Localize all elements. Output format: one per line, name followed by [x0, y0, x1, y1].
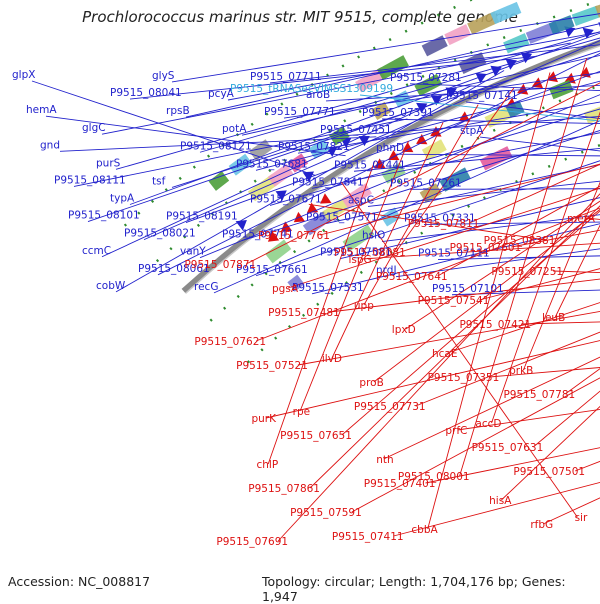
forward-gene-label: ccmC [82, 245, 111, 257]
reverse-gene-label: proB [359, 377, 383, 389]
reverse-gene-label: P9515_07411 [332, 531, 404, 543]
forward-gene-label: purS [96, 157, 121, 169]
reverse-gene-label: P9515_07501 [513, 466, 585, 478]
reverse-gene-label: P9515_07691 [216, 536, 288, 548]
reverse-gene-label: lpxD [392, 324, 416, 336]
forward-gene-leader [186, 0, 600, 117]
forward-gene-label: cobW [96, 280, 126, 292]
forward-gene-label: P9515_07531 [292, 282, 364, 294]
reverse-gene-label: rfbG [530, 519, 553, 531]
forward-gene-label: phnD [376, 142, 404, 154]
reverse-gene-label: hisA [489, 495, 512, 507]
forward-gene-label: P9515_07671 [250, 193, 322, 205]
forward-gene-label: P9515_07821 [278, 141, 350, 153]
forward-gene-label: typA [110, 193, 135, 205]
forward-gene-label: P9515_08041 [110, 87, 182, 99]
reverse-gene-label: purK [251, 413, 277, 425]
reverse-gene-label: upp [354, 300, 374, 312]
reverse-gene-arrow [320, 193, 331, 203]
reverse-gene-label: P9515_07761 [258, 230, 330, 242]
reverse-gene-label: P9515_07781 [503, 389, 575, 401]
reverse-gene-label: P9515_07861 [248, 483, 320, 495]
cog-block-0 [490, 2, 521, 24]
forward-gene-label: stpA [460, 125, 484, 137]
forward-gene-label: P9515_07681 [236, 158, 308, 170]
forward-gene-label: P9515_07571 [306, 212, 378, 224]
forward-gene-label: glyS [152, 70, 175, 82]
forward-gene-label: P9515_07841 [292, 176, 364, 188]
reverse-gene-label: chlP [257, 459, 279, 471]
reverse-gene-label: P9515_07351 [428, 372, 500, 384]
genome-map-view: Prochlorococcus marinus str. MIT 9515, c… [0, 0, 600, 600]
forward-gene-label: potA [222, 123, 247, 135]
cog-block-1 [503, 33, 529, 53]
forward-gene-label: P9515_08121 [180, 140, 252, 152]
reverse-gene-label: P9515_07731 [354, 401, 426, 413]
forward-gene-label: vanY [180, 246, 206, 258]
reverse-gene-label: prfC [445, 425, 467, 437]
forward-gene-label: P9515_08191 [166, 211, 238, 223]
reverse-gene-label: P9515_08001 [398, 471, 470, 483]
reverse-gene-label: P9515_07641 [376, 271, 448, 283]
accession-text: Accession: NC_008817 [8, 574, 150, 589]
reverse-gene-label: P9515_07521 [236, 360, 308, 372]
trna-gene-label: P9515_tRNASecVIMSS1309199 [230, 83, 393, 95]
reverse-gene-leader [575, 96, 600, 471]
forward-gene-label: P9515_07391 [362, 107, 434, 119]
reverse-gene-label: nth [376, 454, 393, 466]
forward-gene-label: glpX [12, 69, 35, 81]
reverse-gene-label: ilvD [322, 353, 342, 365]
forward-gene-label: glgC [82, 122, 106, 134]
forward-gene-label: recG [194, 281, 218, 293]
forward-gene-label: P9515_07771 [264, 106, 336, 118]
forward-gene-label: hemA [26, 104, 57, 116]
reverse-gene-label: P9515_07541 [418, 295, 490, 307]
forward-gene-label: P9515_07711 [250, 71, 322, 83]
reverse-gene-label: rpe [293, 406, 310, 418]
reverse-gene-label: hcaE [432, 348, 458, 360]
forward-gene-label: P9515_07281 [390, 72, 462, 84]
reverse-gene-label: P9515_07621 [194, 336, 266, 348]
forward-gene-label: hslO [362, 230, 385, 242]
reverse-gene-label: P9515_07591 [290, 507, 362, 519]
reverse-gene-label: pgsA [272, 283, 299, 295]
forward-gene-label: P9515_07441 [334, 159, 406, 171]
reverse-gene-label: P9515_08381 [484, 235, 556, 247]
forward-gene-label: P9515_08111 [54, 174, 126, 186]
reverse-gene-label: sir [575, 512, 588, 524]
forward-gene-label: P9515_08101 [68, 210, 140, 222]
reverse-gene-label: P9515_07871 [184, 259, 256, 271]
reverse-gene-label: cbbA [411, 524, 438, 536]
forward-gene-label: gnd [40, 139, 60, 151]
forward-gene-label: P9515_08021 [124, 228, 196, 240]
reverse-gene-label: metA [567, 213, 596, 225]
reverse-gene-label: P9515_08081 [334, 247, 406, 259]
forward-gene-label: P9515_07451 [320, 124, 392, 136]
reverse-gene-label: P9515_07251 [491, 266, 563, 278]
reverse-gene-label: prkB [509, 365, 533, 377]
forward-gene-label: tsf [152, 175, 166, 187]
forward-gene-label: rpsB [166, 105, 190, 117]
forward-gene-label: P9515_07141 [446, 90, 518, 102]
forward-gene-label: aspC [348, 194, 374, 206]
reverse-gene-label: P9515_07811 [408, 218, 480, 230]
reverse-gene-label: accD [475, 418, 501, 430]
reverse-gene-label: P9515_07481 [268, 307, 340, 319]
forward-gene-label: P9515_07261 [390, 177, 462, 189]
reverse-gene-label: leuB [542, 312, 565, 324]
forward-gene-label: P9515_07101 [432, 283, 504, 295]
reverse-gene-label: P9515_07421 [459, 319, 531, 331]
circular-genome-map: 620 kbp640 kbp660 kbp680 kbp700 kbp720 k… [0, 0, 600, 600]
reverse-gene-label: P9515_07631 [472, 442, 544, 454]
reverse-gene-label: P9515_07651 [280, 430, 352, 442]
